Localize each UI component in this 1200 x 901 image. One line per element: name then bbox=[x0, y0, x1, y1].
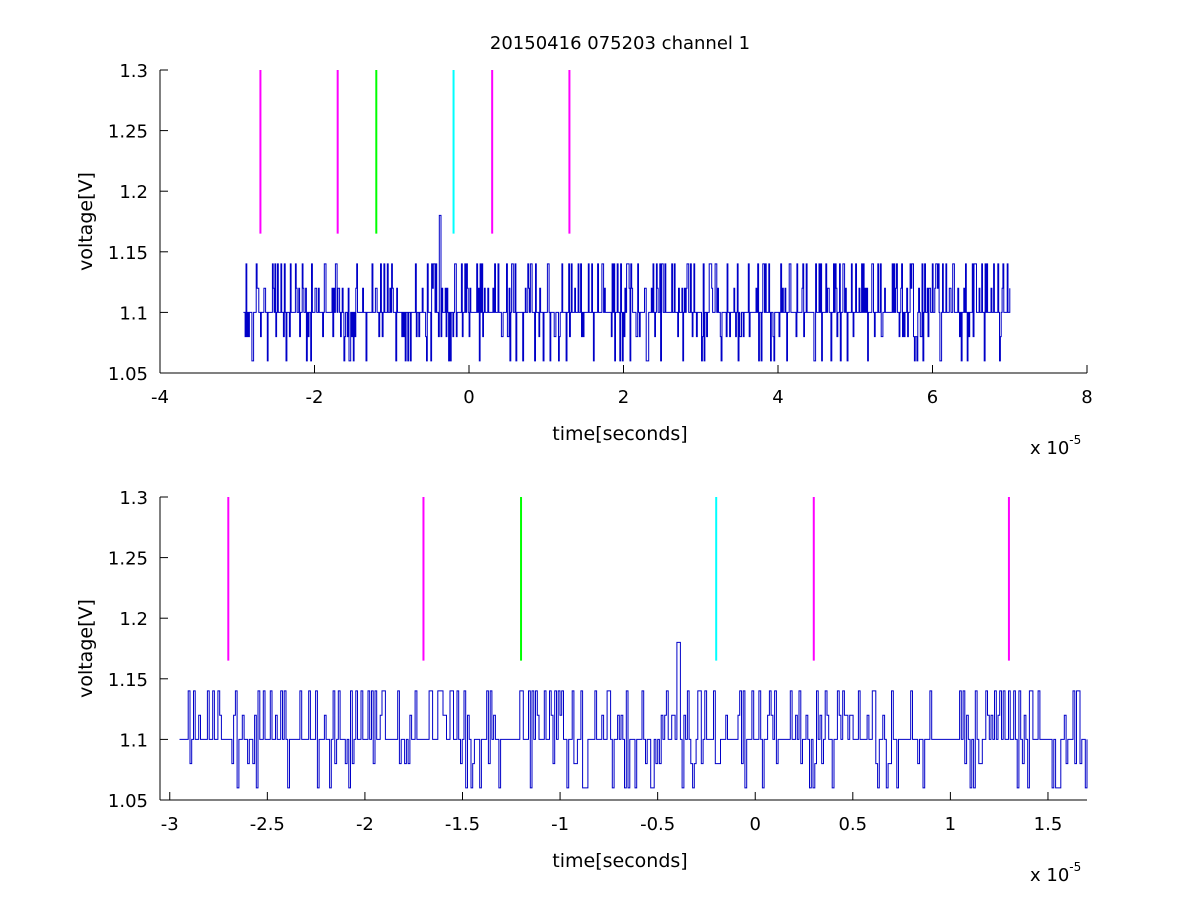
x-tick-label: 0 bbox=[750, 814, 761, 835]
x-tick-label: -2.5 bbox=[250, 814, 285, 835]
x-tick-label: 0.5 bbox=[838, 814, 867, 835]
axes-bottom: -3 -2.5 -2 -1.5 -1 -0.5 0 0.5 1 1.5 1.05 1.1 1.15 1.2… bbox=[108, 488, 1087, 835]
y-tick-label: 1.25 bbox=[108, 122, 148, 143]
y-axis-label-top: voltage[V] bbox=[75, 172, 97, 271]
x-axis-label-bottom: time[seconds] bbox=[552, 850, 687, 872]
y-axis-label-bottom: voltage[V] bbox=[75, 599, 97, 698]
x-axis-label-top: time[seconds] bbox=[552, 423, 687, 445]
y-tick-label: 1.2 bbox=[119, 182, 148, 203]
x-multiplier-base-top: x 10 bbox=[1030, 438, 1069, 459]
y-tick-label: 1.3 bbox=[119, 488, 148, 509]
x-multiplier-exponent-top: -5 bbox=[1069, 433, 1081, 447]
x-tick-label: 6 bbox=[927, 387, 938, 408]
plot-bottom: -3 -2.5 -2 -1.5 -1 -0.5 0 0.5 1 1.5 1.05 1.1 1.15 1.2… bbox=[75, 488, 1088, 886]
x-multiplier-bottom: x 10-5 bbox=[1030, 860, 1081, 886]
x-tick-label: -2 bbox=[356, 814, 374, 835]
event-markers-top bbox=[259, 70, 571, 234]
y-tick-label: 1.05 bbox=[108, 364, 148, 385]
x-tick-label: 1 bbox=[945, 814, 956, 835]
y-tick-label: 1.25 bbox=[108, 549, 148, 570]
x-multiplier-top: x 10-5 bbox=[1030, 433, 1081, 459]
y-tick-label: 1.15 bbox=[108, 243, 148, 264]
y-tick-label: 1.15 bbox=[108, 670, 148, 691]
x-multiplier-exponent-bottom: -5 bbox=[1069, 860, 1081, 874]
x-tick-label: -4 bbox=[151, 387, 169, 408]
y-tick-label: 1.1 bbox=[119, 303, 148, 324]
x-tick-label: -1.5 bbox=[445, 814, 480, 835]
x-tick-label: 0 bbox=[463, 387, 474, 408]
x-tick-label: -3 bbox=[161, 814, 179, 835]
axes-top: -4 -2 0 2 4 6 8 1.05 1.1 1.15 1.2 1.25 1.3 bbox=[108, 61, 1093, 408]
chart-title: 20150416 075203 channel 1 bbox=[490, 33, 750, 54]
x-tick-label: 2 bbox=[618, 387, 629, 408]
y-tick-label: 1.05 bbox=[108, 791, 148, 812]
voltage-trace-bottom bbox=[179, 641, 1088, 789]
voltage-trace-top bbox=[243, 214, 1011, 362]
y-tick-label: 1.1 bbox=[119, 730, 148, 751]
y-tick-label: 1.2 bbox=[119, 609, 148, 630]
y-tick-label: 1.3 bbox=[119, 61, 148, 82]
x-tick-label: -2 bbox=[306, 387, 324, 408]
x-tick-label: -1 bbox=[551, 814, 569, 835]
x-tick-label: -0.5 bbox=[640, 814, 675, 835]
x-tick-label: 1.5 bbox=[1034, 814, 1063, 835]
x-tick-label: 4 bbox=[772, 387, 783, 408]
event-markers-bottom bbox=[227, 497, 1010, 661]
x-multiplier-base-bottom: x 10 bbox=[1030, 865, 1069, 886]
plot-top: -4 -2 0 2 4 6 8 1.05 1.1 1.15 1.2 1.25 1.3 voltage[V… bbox=[75, 61, 1093, 459]
x-tick-label: 8 bbox=[1081, 387, 1092, 408]
